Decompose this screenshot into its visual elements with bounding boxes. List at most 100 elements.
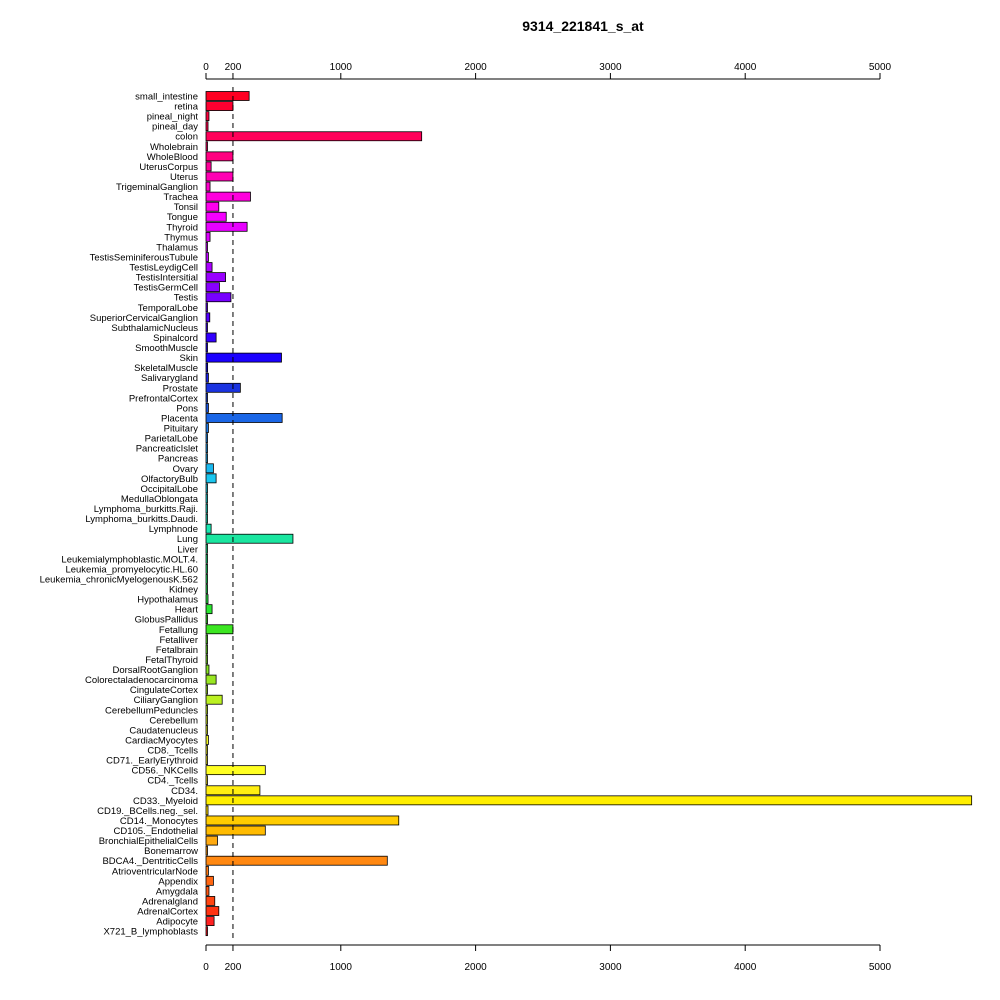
bar [205,564,208,574]
category-label: TestisIntersitial [136,273,198,284]
bar [205,634,208,645]
tick-label: 0 [203,962,209,973]
category-label: Ovary [173,464,199,475]
category-label: Liver [177,544,198,555]
bar [205,221,248,232]
bar [205,423,209,433]
bar [205,231,211,242]
tick-label: 200 [225,962,242,973]
category-label: PrefrontalCortex [129,393,198,404]
bar [205,101,234,111]
category-label: CD33._Myeloid [133,796,198,807]
bar [205,865,209,876]
bar [205,242,208,252]
bar [205,745,208,755]
category-label: TrigeminalGanglion [116,182,198,193]
bar [205,755,208,765]
bar [205,725,208,735]
tick-label: 200 [225,62,242,73]
category-label: Thyroid [166,222,198,233]
bar [205,201,220,212]
category-label: Leukemia_chronicMyelogenousK.562 [40,574,198,585]
category-label: Adrenalgland [142,896,198,907]
category-label: Amygdala [156,886,199,897]
bar [205,342,208,353]
bar [205,694,223,705]
category-label: Prostate [163,383,198,394]
bar [205,775,208,786]
bar [205,714,208,725]
bar [205,403,209,413]
bar [205,392,208,403]
category-label: Lymphoma_burkitts.Raji. [94,504,198,515]
bar [205,362,209,373]
bar [205,896,216,906]
category-label: Leukemialymphoblastic.MOLT.4. [61,554,198,565]
bar [205,493,208,504]
bar [205,272,226,283]
category-label: GlobusPallidus [135,615,199,626]
bar [205,211,227,222]
category-label: retina [174,102,198,113]
bar [205,594,209,604]
bar [205,463,214,474]
bars [205,91,973,937]
category-label: ParietalLobe [145,434,198,445]
category-label: CD14._Monocytes [120,816,198,827]
bar [205,815,400,826]
bar [205,252,209,262]
category-label: AdrenalCortex [137,907,198,918]
category-label: Fetalbrain [156,645,198,656]
tick-label: 2000 [464,62,487,73]
category-label: Kidney [169,585,198,596]
category-label: pineal_day [152,122,198,133]
bar [205,875,214,886]
category-label: SmoothMuscle [135,343,198,354]
category-label: Lung [177,534,198,545]
bar [205,161,212,172]
category-label: CD4._Tcells [147,776,198,787]
category-label: Leukemia_promyelocytic.HL.60 [65,564,198,575]
bar [205,855,388,866]
bar [205,332,217,343]
category-label: Adipocyte [156,917,198,928]
bar [205,684,208,695]
bar [205,735,209,745]
category-label: TestisLeydigCell [129,263,198,274]
category-label: Pancreas [158,454,198,465]
tick-label: 5000 [869,962,892,973]
bar [205,654,208,665]
bar [205,433,208,444]
category-label: Uterus [170,172,198,183]
bar [205,483,208,494]
bar [205,604,213,615]
category-label: colon [175,132,198,143]
bar [205,443,208,454]
category-label: SubthalamicNucleus [111,323,198,334]
bar [205,644,208,655]
bar [205,553,208,564]
category-label: BronchialEpithelialCells [99,836,199,847]
category-label: CD56._NKCells [131,766,198,777]
bar [205,503,208,514]
bar [205,372,209,383]
category-label: TemporalLobe [138,303,198,314]
category-label: Fetalliver [159,635,198,646]
bar [205,795,973,806]
bar [205,523,212,534]
category-label: Skin [180,353,198,364]
category-label: Wholebrain [150,142,198,153]
category-label: Lymphnode [149,524,198,535]
category-label: CD34. [171,786,198,797]
bar [205,141,208,152]
bar [205,91,250,101]
category-label: MedullaOblongata [121,494,199,505]
tick-label: 0 [203,62,209,73]
bar [205,805,209,816]
category-label: BDCA4._DentriticCells [102,856,198,867]
bar [205,906,220,916]
bar [205,835,218,846]
category-label: Spinalcord [153,333,198,344]
category-label: CerebellumPeduncles [105,705,198,716]
